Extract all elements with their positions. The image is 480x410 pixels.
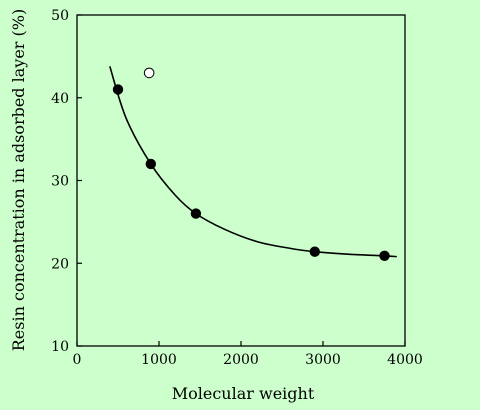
y-tick-label: 10 <box>51 339 69 355</box>
y-tick-label: 20 <box>51 256 69 272</box>
data-point <box>112 84 124 95</box>
data-point <box>145 158 157 170</box>
points-layer <box>112 67 390 262</box>
data-point <box>309 246 321 257</box>
y-axis-title: Resin concentration in adsorbed layer (%… <box>9 9 28 351</box>
x-tick-label: 0 <box>73 352 82 368</box>
x-tick-label: 1000 <box>141 352 177 368</box>
y-tick-label: 50 <box>51 8 69 24</box>
x-tick-label: 4000 <box>387 352 423 368</box>
plot-frame <box>76 14 406 347</box>
open-data-point <box>143 67 155 79</box>
data-point <box>190 208 202 219</box>
x-tick-label: 2000 <box>223 352 259 368</box>
data-point <box>379 250 390 262</box>
y-tick-label: 30 <box>51 174 69 190</box>
y-tick-label: 40 <box>51 91 69 107</box>
x-tick-label: 3000 <box>305 352 341 368</box>
ticks-layer: 0 1000 2000 3000 4000 10 20 30 40 50 <box>51 8 423 368</box>
x-axis-title: Molecular weight <box>172 384 315 403</box>
